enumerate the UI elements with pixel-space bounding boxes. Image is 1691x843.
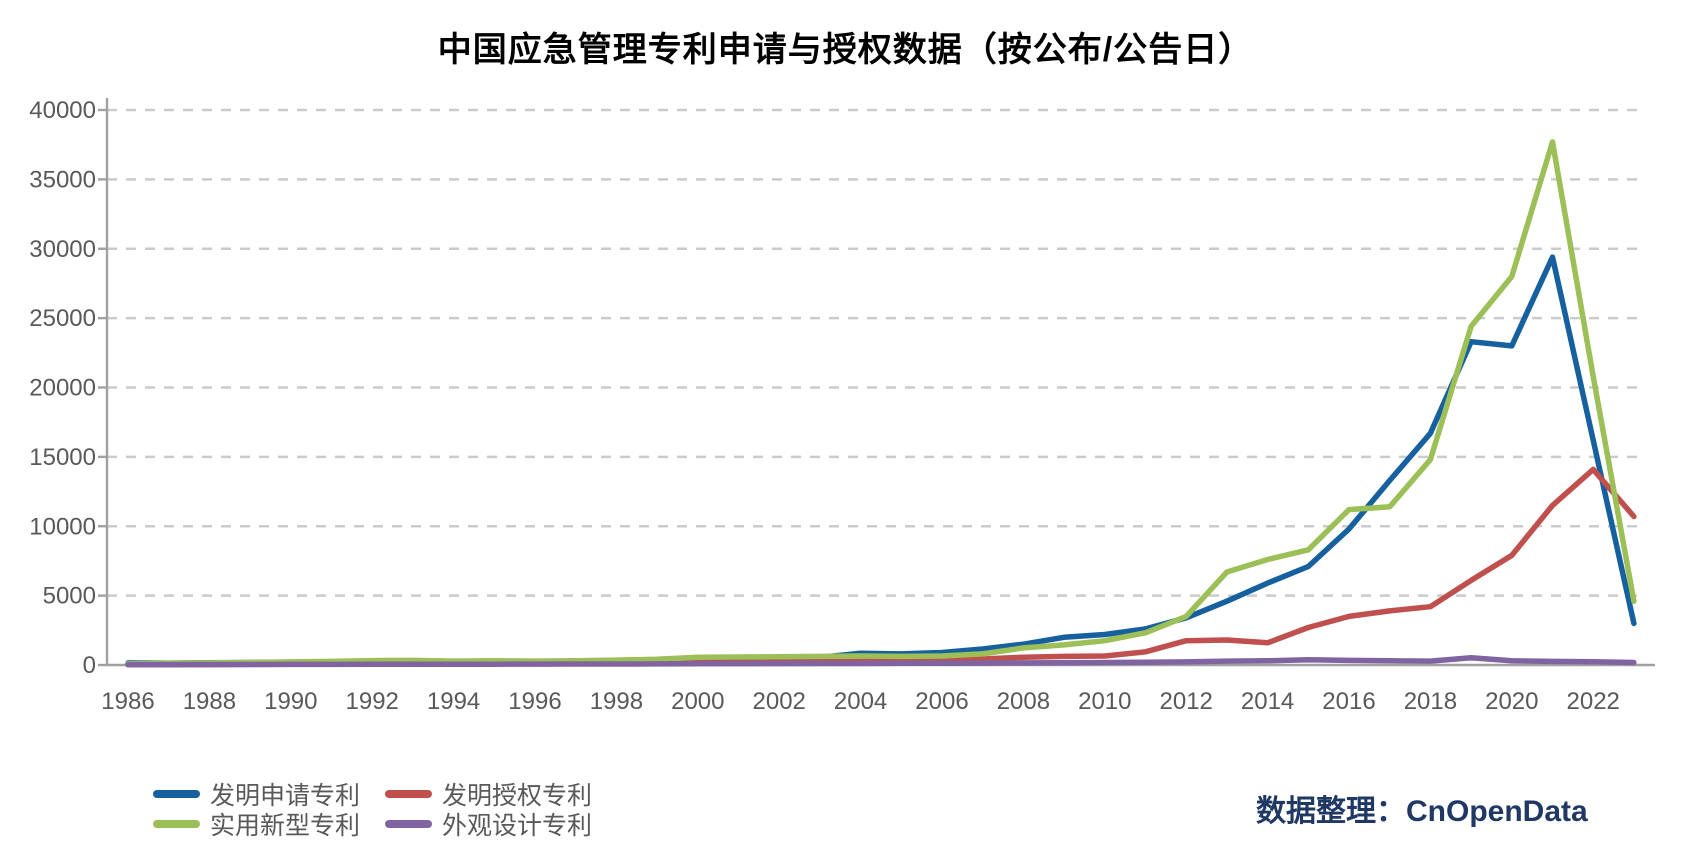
data-source-credit: 数据整理：CnOpenData xyxy=(1256,795,1588,828)
y-tick-label-40000: 40000 xyxy=(29,97,96,124)
x-tick-label-2000: 2000 xyxy=(671,688,724,715)
x-tick-label-1986: 1986 xyxy=(101,688,154,715)
x-tick-label-1990: 1990 xyxy=(264,688,317,715)
series-line-invention-grant xyxy=(125,466,1637,668)
x-tick-label-2006: 2006 xyxy=(915,688,968,715)
x-tick-label-1992: 1992 xyxy=(346,688,399,715)
series-line-utility-model xyxy=(125,139,1637,667)
legend-label-invention-application: 发明申请专利 xyxy=(210,782,361,810)
series-line-design xyxy=(125,655,1637,668)
legend-label-invention-grant: 发明授权专利 xyxy=(442,782,593,810)
legend-item-invention-grant: 发明授权专利 xyxy=(385,779,593,810)
x-tick-label-1988: 1988 xyxy=(183,688,236,715)
y-tick-label-15000: 15000 xyxy=(29,444,96,471)
legend-item-design: 外观设计专利 xyxy=(385,809,593,840)
x-tick-label-1996: 1996 xyxy=(508,688,561,715)
y-tick-label-25000: 25000 xyxy=(29,305,96,332)
legend-item-invention-application: 发明申请专利 xyxy=(153,779,385,810)
x-tick-label-1998: 1998 xyxy=(590,688,643,715)
legend-line-swatch-green-icon xyxy=(153,820,200,828)
x-tick-label-2020: 2020 xyxy=(1485,688,1538,715)
legend: 发明申请专利 实用新型专利 发明授权专利 外观设计专利 xyxy=(153,779,593,840)
x-tick-label-2018: 2018 xyxy=(1404,688,1457,715)
x-tick-label-2014: 2014 xyxy=(1241,688,1294,715)
legend-line-swatch-red-icon xyxy=(385,790,432,798)
legend-line-swatch-purple-icon xyxy=(385,820,432,828)
legend-line-swatch-blue-icon xyxy=(153,790,200,798)
x-tick-label-1994: 1994 xyxy=(427,688,480,715)
y-tick-label-10000: 10000 xyxy=(29,513,96,540)
y-tick-label-20000: 20000 xyxy=(29,375,96,402)
legend-label-utility-model: 实用新型专利 xyxy=(210,812,361,840)
x-tick-label-2010: 2010 xyxy=(1078,688,1131,715)
chart-title: 中国应急管理专利申请与授权数据（按公布/公告日） xyxy=(437,31,1254,69)
x-tick-label-2022: 2022 xyxy=(1567,688,1620,715)
legend-label-design: 外观设计专利 xyxy=(442,812,593,840)
y-tick-label-35000: 35000 xyxy=(29,166,96,193)
x-tick-label-2008: 2008 xyxy=(997,688,1050,715)
x-tick-label-2002: 2002 xyxy=(753,688,806,715)
y-tick-label-0: 0 xyxy=(83,652,96,679)
x-tick-label-2004: 2004 xyxy=(834,688,887,715)
legend-item-utility-model: 实用新型专利 xyxy=(153,809,385,840)
x-tick-label-2016: 2016 xyxy=(1322,688,1375,715)
y-tick-label-30000: 30000 xyxy=(29,236,96,263)
y-tick-label-5000: 5000 xyxy=(43,583,96,610)
x-tick-label-2012: 2012 xyxy=(1160,688,1213,715)
